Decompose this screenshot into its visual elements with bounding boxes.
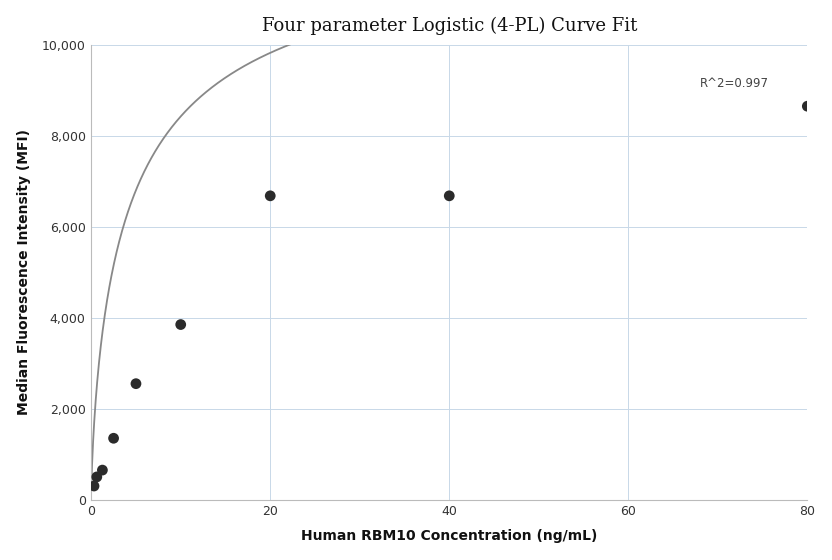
Point <box>264 192 277 200</box>
Y-axis label: Median Fluorescence Intensity (MFI): Median Fluorescence Intensity (MFI) <box>17 129 31 415</box>
Point <box>800 102 814 111</box>
Point <box>174 320 187 329</box>
X-axis label: Human RBM10 Concentration (ng/mL): Human RBM10 Concentration (ng/mL) <box>301 529 597 543</box>
Point <box>90 473 103 482</box>
Text: R^2=0.997: R^2=0.997 <box>700 77 769 90</box>
Point <box>87 482 101 491</box>
Point <box>443 192 456 200</box>
Point <box>107 434 121 443</box>
Point <box>129 379 142 388</box>
Title: Four parameter Logistic (4-PL) Curve Fit: Four parameter Logistic (4-PL) Curve Fit <box>261 17 637 35</box>
Point <box>96 465 109 474</box>
